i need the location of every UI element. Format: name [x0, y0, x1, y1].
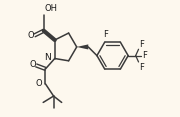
Text: F: F: [139, 63, 144, 72]
Text: F: F: [139, 40, 144, 49]
Polygon shape: [77, 44, 88, 49]
Text: O: O: [27, 31, 34, 40]
Text: F: F: [103, 30, 108, 39]
Text: F: F: [142, 51, 147, 60]
Text: O: O: [29, 60, 36, 69]
Text: N: N: [44, 53, 51, 62]
Text: O: O: [35, 79, 42, 88]
Text: OH: OH: [44, 4, 57, 13]
